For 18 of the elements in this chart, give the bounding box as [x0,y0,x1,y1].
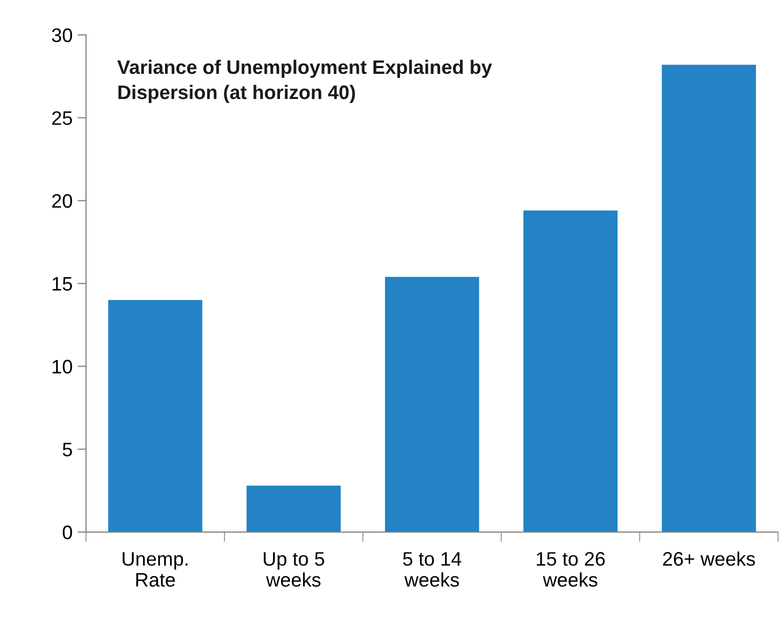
bar [523,210,618,532]
x-tick-label: 15 to 26 weeks [536,552,605,587]
bar [662,64,756,532]
bar [108,300,202,532]
x-tick-label: Unemp. Rate [122,552,188,587]
y-tick-label: 25 [52,111,72,125]
bar [246,486,341,532]
x-tick-label: 26+ weeks [663,551,755,566]
y-tick-label: 20 [52,194,72,208]
y-tick-label: 0 [62,526,72,540]
y-tick-label: 15 [52,277,72,291]
y-tick-label: 5 [62,442,72,456]
text: Variance of Unemployment Explained by Dispersion (at horizon 40) [117,60,492,104]
x-tick-label: 5 to 14 weeks [403,552,462,587]
x-tick-label: Up to 5 weeks [264,552,324,587]
y-tick-label: 30 [52,28,72,42]
y-tick-label: 10 [52,360,72,374]
bar [384,276,480,532]
